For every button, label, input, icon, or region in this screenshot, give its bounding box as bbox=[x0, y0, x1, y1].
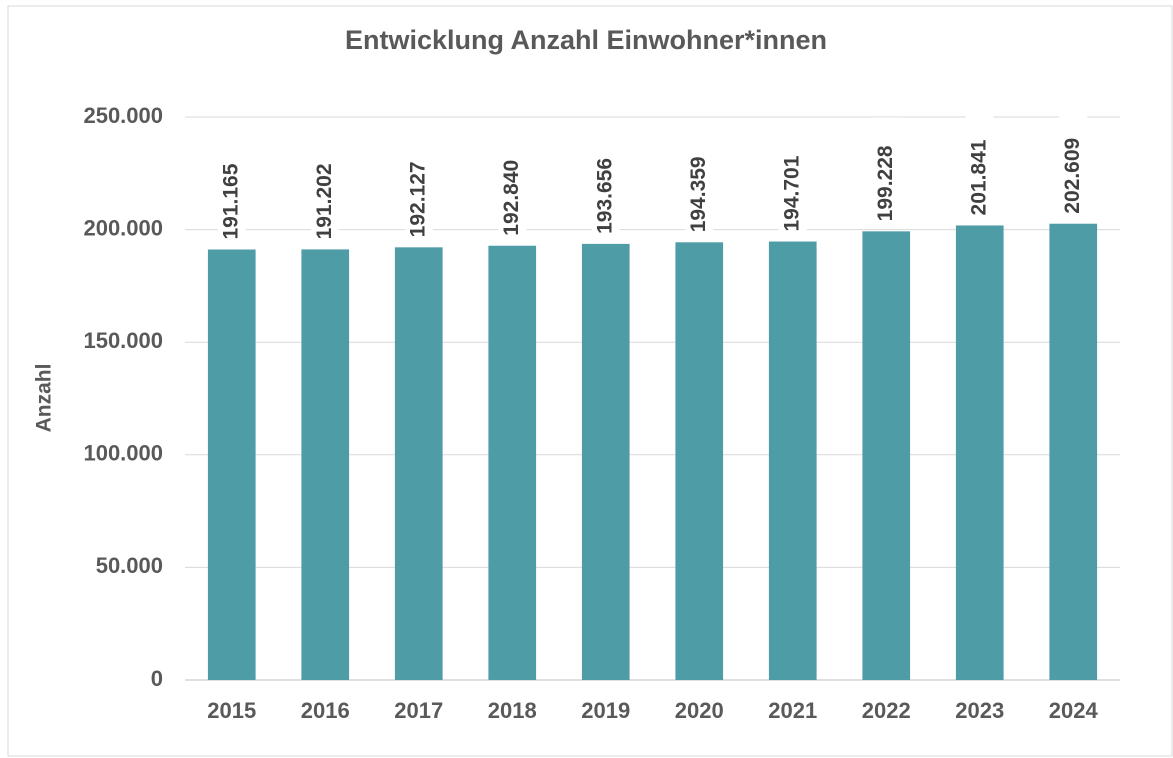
y-axis-label: Anzahl bbox=[33, 364, 56, 433]
value-label-bg bbox=[498, 131, 527, 240]
bar bbox=[488, 245, 537, 681]
x-tick-label: 2019 bbox=[581, 698, 630, 723]
value-label-bg bbox=[1059, 109, 1088, 218]
y-tick-label: 250.000 bbox=[83, 103, 163, 128]
bar bbox=[768, 241, 817, 681]
value-label: 194.359 bbox=[687, 156, 710, 232]
value-label-bg bbox=[872, 117, 901, 226]
y-tick-label: 150.000 bbox=[83, 328, 163, 353]
value-label-bg bbox=[778, 127, 807, 236]
value-label-bg bbox=[591, 129, 620, 238]
x-tick-label: 2022 bbox=[862, 698, 911, 723]
chart-title: Entwicklung Anzahl Einwohner*innen bbox=[345, 25, 827, 55]
bar bbox=[581, 243, 630, 680]
x-tick-label: 2024 bbox=[1049, 698, 1099, 723]
value-label-bg bbox=[311, 135, 340, 244]
x-tick-label: 2020 bbox=[675, 698, 724, 723]
x-tick-label: 2015 bbox=[207, 698, 256, 723]
value-label: 193.656 bbox=[593, 158, 616, 234]
bar bbox=[1049, 223, 1098, 680]
bar bbox=[207, 249, 256, 681]
value-label: 199.228 bbox=[874, 145, 897, 221]
x-tick-label: 2017 bbox=[394, 698, 443, 723]
bar bbox=[675, 242, 724, 680]
value-label-bg bbox=[685, 128, 714, 237]
y-tick-label: 100.000 bbox=[83, 441, 163, 466]
value-label-bg bbox=[404, 133, 433, 242]
value-label-bg bbox=[965, 111, 994, 220]
value-label: 192.840 bbox=[500, 160, 523, 236]
bar bbox=[301, 249, 350, 681]
x-tick-label: 2018 bbox=[488, 698, 537, 723]
bar bbox=[394, 247, 443, 680]
y-tick-label: 50.000 bbox=[96, 553, 163, 578]
bar bbox=[862, 231, 911, 680]
value-label: 202.609 bbox=[1061, 138, 1084, 214]
x-tick-label: 2023 bbox=[955, 698, 1004, 723]
y-tick-label: 200.000 bbox=[83, 215, 163, 240]
value-label: 191.202 bbox=[313, 163, 336, 239]
value-label: 192.127 bbox=[406, 161, 429, 237]
x-tick-label: 2021 bbox=[768, 698, 817, 723]
y-tick-label: 0 bbox=[151, 666, 163, 691]
value-label-bg bbox=[217, 135, 246, 244]
x-tick-label: 2016 bbox=[301, 698, 350, 723]
value-label: 201.841 bbox=[967, 139, 990, 215]
bar bbox=[955, 225, 1004, 680]
value-label: 194.701 bbox=[780, 155, 803, 231]
value-label: 191.165 bbox=[219, 163, 242, 239]
